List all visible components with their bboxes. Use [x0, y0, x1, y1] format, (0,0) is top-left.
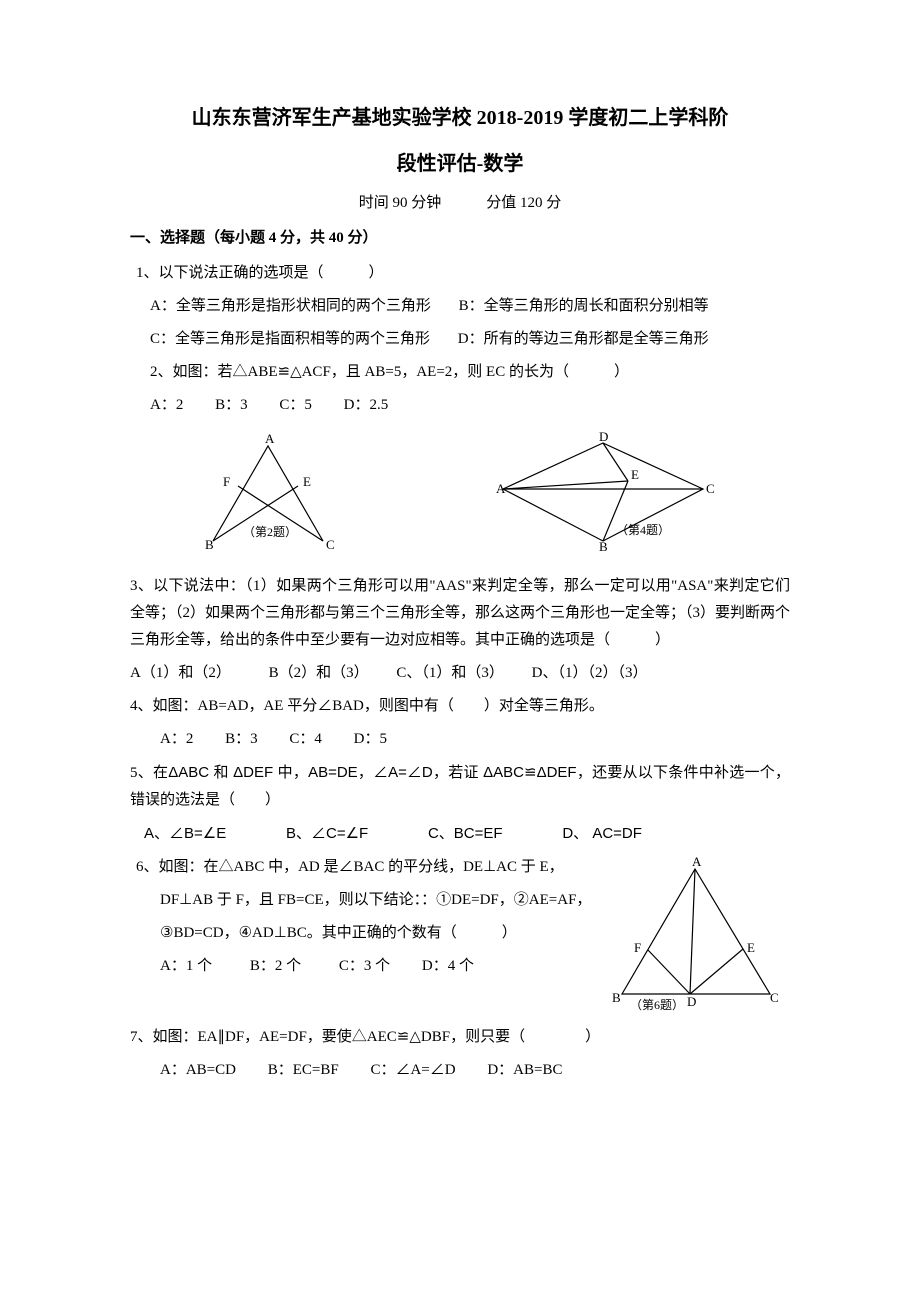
- q4-stem: 4、如图：AB=AD，AE 平分∠BAD，则图中有（ ）对全等三角形。: [130, 693, 790, 720]
- q5-opt-c: C、BC=EF: [428, 825, 503, 842]
- q4-opt-d: D：5: [354, 731, 387, 747]
- fig4-caption: （第4题）: [616, 523, 670, 537]
- q6-opt-c: C：3 个: [339, 958, 390, 974]
- q2-options: A：2 B：3 C：5 D：2.5: [150, 392, 790, 419]
- q5-stem-p3: 错误的选法是（ ）: [130, 792, 280, 808]
- q4-options: A：2 B：3 C：4 D：5: [160, 726, 790, 753]
- figure-q4: A D C B E （第4题）: [488, 431, 718, 561]
- q4-opt-c: C：4: [289, 731, 322, 747]
- fig4-label-e: E: [631, 467, 639, 482]
- fig6-label-f: F: [634, 940, 641, 955]
- figures-row-1: A B C F E （第2题） A D C B E （第4题）: [130, 431, 790, 561]
- q6-text: 6、如图：在△ABC 中，AD 是∠BAC 的平分线，DE⊥AC 于 E， DF…: [130, 854, 600, 1008]
- q5-stem-p1: 5、在: [130, 765, 168, 781]
- fig4-label-a: A: [496, 481, 506, 496]
- fig2-label-f: F: [223, 474, 230, 489]
- q5-stem-p2: ΔABC 和 ΔDEF 中，AB=DE，∠A=∠D，若证 ΔABC≌ΔDEF，还…: [168, 764, 790, 781]
- q1-opt-a: A：全等三角形是指形状相同的两个三角形: [150, 298, 431, 314]
- q6-opt-d: D：4 个: [422, 958, 474, 974]
- fig6-caption: （第6题）: [630, 998, 684, 1012]
- q5-opt-b: B、∠C=∠F: [286, 825, 368, 842]
- q3-opt-a: A（1）和（2）: [130, 665, 231, 681]
- q6-opt-b: B：2 个: [250, 958, 301, 974]
- q1-stem: 1、以下说法正确的选项是（ ）: [136, 260, 790, 287]
- q6-opt-a: A：1 个: [160, 958, 212, 974]
- q4-opt-a: A：2: [160, 731, 193, 747]
- q3-opt-b: B（2）和（3）: [269, 665, 369, 681]
- q1-opt-c: C：全等三角形是指面积相等的两个三角形: [150, 331, 430, 347]
- fig2-label-a: A: [265, 431, 275, 446]
- q6-options: A：1 个 B：2 个 C：3 个 D：4 个: [160, 953, 600, 980]
- q6-line1: 6、如图：在△ABC 中，AD 是∠BAC 的平分线，DE⊥AC 于 E，: [136, 854, 600, 881]
- q6-line3: ③BD=CD，④AD⊥BC。其中正确的个数有（ ）: [160, 920, 600, 947]
- q2-opt-a: A：2: [150, 397, 183, 413]
- q7-opt-d: D：AB=BC: [487, 1062, 562, 1078]
- section-1-header: 一、选择题（每小题 4 分，共 40 分）: [130, 225, 790, 252]
- q3-opt-c: C、（1）和（3）: [396, 665, 504, 681]
- fig6-label-e: E: [747, 940, 755, 955]
- fig2-label-e: E: [303, 474, 311, 489]
- q6-line2: DF⊥AB 于 F，且 FB=CE，则以下结论：：①DE=DF，②AE=AF，: [160, 887, 600, 914]
- q1-options-row2: C：全等三角形是指面积相等的两个三角形 D：所有的等边三角形都是全等三角形: [150, 326, 790, 353]
- title-line-1: 山东东营济军生产基地实验学校 2018-2019 学度初二上学科阶: [130, 100, 790, 136]
- q5-options: A、∠B=∠E B、∠C=∠F C、BC=EF D、 AC=DF: [144, 820, 790, 848]
- fig4-label-b: B: [599, 539, 608, 551]
- fig2-caption: （第2题）: [243, 525, 297, 539]
- fig6-label-d: D: [687, 994, 696, 1009]
- q5-opt-d: D、 AC=DF: [562, 825, 642, 842]
- fig6-label-a: A: [692, 854, 702, 869]
- figure-q6: A B C D E F （第6题）: [610, 854, 790, 1024]
- q3-stem: 3、以下说法中：（1）如果两个三角形可以用"AAS"来判定全等，那么一定可以用"…: [130, 573, 790, 654]
- q7-opt-c: C：∠A=∠D: [370, 1062, 455, 1078]
- q2-opt-b: B：3: [215, 397, 248, 413]
- fig6-label-b: B: [612, 990, 621, 1005]
- q1-options-row1: A：全等三角形是指形状相同的两个三角形 B：全等三角形的周长和面积分别相等: [150, 293, 790, 320]
- q5-opt-a: A、∠B=∠E: [144, 825, 226, 842]
- q3-opt-d: D、（1）（2）（3）: [532, 665, 648, 681]
- q2-stem: 2、如图：若△ABE≌△ACF，且 AB=5，AE=2，则 EC 的长为（ ）: [150, 359, 790, 386]
- q6-container: 6、如图：在△ABC 中，AD 是∠BAC 的平分线，DE⊥AC 于 E， DF…: [130, 854, 790, 1024]
- title-line-2: 段性评估-数学: [130, 146, 790, 182]
- q2-opt-c: C：5: [279, 397, 312, 413]
- fig4-label-c: C: [706, 481, 715, 496]
- q7-opt-b: B：EC=BF: [268, 1062, 339, 1078]
- q2-opt-d: D：2.5: [344, 397, 389, 413]
- figure-q2: A B C F E （第2题）: [203, 431, 343, 561]
- q5-stem: 5、在ΔABC 和 ΔDEF 中，AB=DE，∠A=∠D，若证 ΔABC≌ΔDE…: [130, 759, 790, 814]
- subtitle: 时间 90 分钟 分值 120 分: [130, 190, 790, 217]
- q4-opt-b: B：3: [225, 731, 258, 747]
- q7-stem: 7、如图：EA∥DF，AE=DF，要使△AEC≌△DBF，则只要（ ）: [130, 1024, 790, 1051]
- q1-opt-d: D：所有的等边三角形都是全等三角形: [458, 331, 709, 347]
- fig4-label-d: D: [599, 431, 608, 444]
- fig2-label-b: B: [205, 537, 214, 551]
- fig2-label-c: C: [326, 537, 335, 551]
- q7-options: A：AB=CD B：EC=BF C：∠A=∠D D：AB=BC: [160, 1057, 790, 1084]
- fig6-label-c: C: [770, 990, 779, 1005]
- q3-options: A（1）和（2） B（2）和（3） C、（1）和（3） D、（1）（2）（3）: [130, 660, 790, 687]
- q7-opt-a: A：AB=CD: [160, 1062, 236, 1078]
- q1-opt-b: B：全等三角形的周长和面积分别相等: [459, 298, 709, 314]
